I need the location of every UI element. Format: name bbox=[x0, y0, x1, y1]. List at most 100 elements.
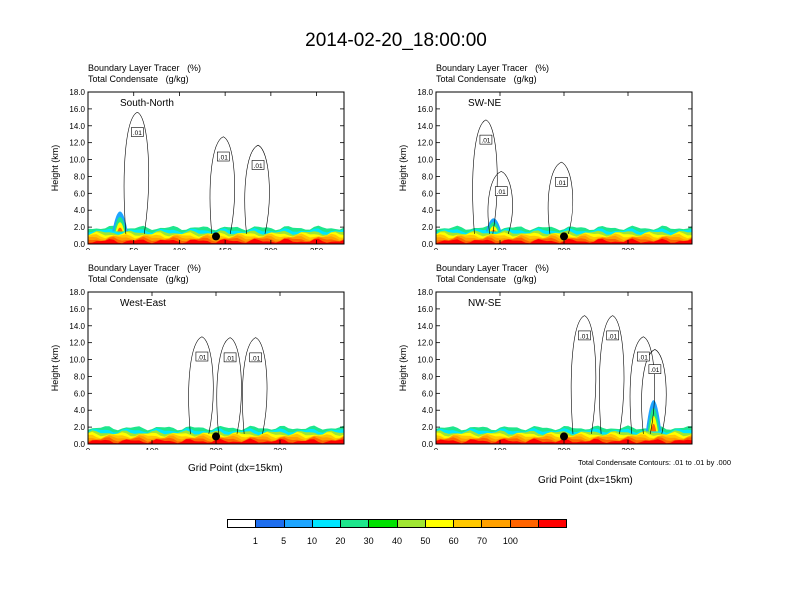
x-tick-label: 100 bbox=[145, 447, 159, 450]
x-tick-label: 0 bbox=[86, 447, 91, 450]
tracer-plume bbox=[650, 423, 657, 432]
x-tick-label: 50 bbox=[129, 247, 138, 250]
contour-label: .01 bbox=[226, 355, 235, 362]
chart-title: 2014-02-20_18:00:00 bbox=[305, 30, 487, 51]
condensate-unit: (g/kg) bbox=[513, 74, 537, 84]
condensate-unit: (g/kg) bbox=[165, 274, 189, 284]
colorbar-swatch bbox=[454, 520, 483, 527]
tracer-band bbox=[88, 238, 344, 244]
colorbar-label: 20 bbox=[335, 536, 346, 546]
condensate-contour bbox=[629, 336, 655, 434]
colorbar-swatch bbox=[312, 520, 341, 527]
condensate-contour bbox=[209, 136, 235, 234]
cross-section-name: West-East bbox=[120, 298, 166, 309]
location-marker bbox=[212, 232, 220, 241]
tracer-plume bbox=[115, 222, 125, 232]
location-marker bbox=[560, 232, 568, 241]
colorbar-label: 40 bbox=[391, 536, 403, 546]
y-tick-label: 18.0 bbox=[69, 88, 85, 97]
panel-header-line2: Total Condensate (g/kg) bbox=[436, 74, 537, 85]
plot-nw-se: 0.0 2.0 4.0 6.0 8.0 10.0 12.0 14.0 16.0 18.0 0 100 2… bbox=[398, 288, 693, 450]
contour-label-box bbox=[606, 330, 619, 341]
condensate-contour bbox=[188, 336, 214, 434]
contour-label: .01 bbox=[580, 333, 589, 340]
y-tick-label: 14.0 bbox=[69, 122, 85, 131]
colorbar-swatch bbox=[369, 520, 398, 527]
y-tick-label: 0.0 bbox=[422, 440, 434, 449]
condensate-label: Total Condensate bbox=[436, 74, 507, 84]
condensate-label: Total Condensate bbox=[436, 274, 507, 284]
plot-sw-ne: 0.0 2.0 4.0 6.0 8.0 10.0 12.0 14.0 16.0 18.0 0 100 2… bbox=[398, 88, 693, 250]
panel-south-north: Boundary Layer Tracer (%) Total Condensa… bbox=[40, 60, 346, 250]
y-tick-label: 8.0 bbox=[74, 372, 86, 381]
panel-header-line1: Boundary Layer Tracer (%) bbox=[436, 263, 549, 274]
tracer-unit: (%) bbox=[187, 63, 202, 73]
y-tick-label: 2.0 bbox=[422, 423, 434, 432]
colorbar-label: 5 bbox=[281, 536, 287, 546]
panel-west-east: Boundary Layer Tracer (%) Total Condensa… bbox=[40, 260, 346, 450]
y-tick-label: 6.0 bbox=[74, 189, 86, 198]
cross-section-name: SW-NE bbox=[468, 98, 501, 109]
condensate-unit: (g/kg) bbox=[165, 74, 189, 84]
tracer-plume bbox=[117, 227, 123, 232]
y-tick-label: 8.0 bbox=[422, 372, 434, 381]
contour-label-box bbox=[648, 364, 662, 374]
contour-label: .01 bbox=[133, 130, 142, 137]
panel-nw-se: Boundary Layer Tracer (%) Total Condensa… bbox=[388, 260, 694, 450]
colorbar-swatch bbox=[341, 520, 370, 527]
y-tick-label: 4.0 bbox=[74, 406, 86, 415]
colorbar-swatch bbox=[510, 520, 539, 527]
y-axis-label: Height (km) bbox=[50, 145, 60, 192]
colorbar-swatch bbox=[397, 520, 426, 527]
y-tick-label: 6.0 bbox=[422, 189, 434, 198]
contour-label-box bbox=[217, 151, 230, 162]
y-tick-label: 0.0 bbox=[422, 240, 434, 249]
contour-label: .01 bbox=[481, 138, 490, 145]
y-tick-label: 14.0 bbox=[417, 322, 433, 331]
colorbar bbox=[227, 519, 567, 528]
colorbar-label: 30 bbox=[363, 536, 374, 546]
condensate-label: Total Condensate bbox=[88, 274, 159, 284]
tracer-label: Boundary Layer Tracer bbox=[88, 263, 180, 273]
panel-header-line2: Total Condensate (g/kg) bbox=[88, 274, 189, 285]
condensate-contour bbox=[547, 161, 574, 234]
contour-label: .01 bbox=[251, 355, 260, 362]
y-tick-label: 14.0 bbox=[69, 322, 85, 331]
y-tick-label: 10.0 bbox=[69, 356, 85, 365]
x-tick-label: 0 bbox=[86, 247, 91, 250]
x-tick-label: 100 bbox=[173, 247, 187, 250]
contour-label-box bbox=[494, 186, 508, 196]
contour-label: .01 bbox=[608, 333, 617, 340]
panel-header-line2: Total Condensate (g/kg) bbox=[88, 74, 189, 85]
panel-header-line2: Total Condensate (g/kg) bbox=[436, 274, 537, 285]
x-tick-label: 250 bbox=[310, 247, 324, 250]
tracer-label: Boundary Layer Tracer bbox=[436, 263, 528, 273]
contour-label-box bbox=[555, 177, 568, 187]
y-tick-label: 2.0 bbox=[422, 223, 434, 232]
x-axis-label-left: Grid Point (dx=15km) bbox=[188, 463, 283, 474]
colorbar-label: 70 bbox=[476, 536, 488, 546]
panel-sw-ne: Boundary Layer Tracer (%) Total Condensa… bbox=[388, 60, 694, 250]
y-axis-label: Height (km) bbox=[398, 345, 408, 392]
colorbar-swatch bbox=[228, 520, 257, 527]
contour-label: .01 bbox=[197, 355, 206, 362]
y-tick-label: 8.0 bbox=[422, 172, 434, 181]
panel-header-line1: Boundary Layer Tracer (%) bbox=[88, 263, 201, 274]
y-tick-label: 18.0 bbox=[417, 288, 433, 297]
y-tick-label: 2.0 bbox=[74, 423, 86, 432]
colorbar-swatch bbox=[482, 520, 511, 527]
y-axis-label: Height (km) bbox=[398, 145, 408, 192]
x-tick-label: 0 bbox=[434, 447, 439, 450]
cross-section-name: South-North bbox=[120, 98, 174, 109]
tracer-label: Boundary Layer Tracer bbox=[88, 63, 180, 73]
y-tick-label: 0.0 bbox=[74, 440, 86, 449]
condensate-contour bbox=[123, 111, 149, 234]
x-tick-label: 200 bbox=[557, 447, 571, 450]
condensate-contour bbox=[244, 144, 270, 234]
y-tick-label: 12.0 bbox=[69, 339, 85, 348]
colorbar-swatch bbox=[538, 520, 566, 527]
contour-label-box bbox=[223, 352, 237, 363]
y-tick-label: 10.0 bbox=[417, 156, 433, 165]
y-tick-label: 8.0 bbox=[74, 172, 86, 181]
contour-label-box bbox=[195, 351, 209, 362]
